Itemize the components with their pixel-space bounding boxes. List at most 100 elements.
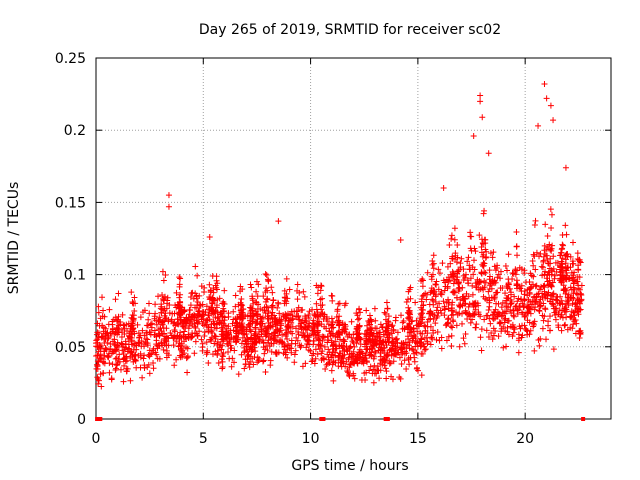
data-point: [100, 370, 107, 377]
data-point: [136, 334, 143, 341]
data-point: [558, 260, 565, 267]
data-point: [176, 334, 183, 341]
data-point: [252, 308, 259, 315]
data-point: [355, 335, 362, 342]
data-point: [113, 361, 120, 368]
data-point: [99, 294, 106, 301]
data-point: [215, 360, 222, 367]
data-point: [220, 332, 227, 339]
data-point: [293, 325, 300, 332]
data-point: [258, 328, 265, 335]
data-point: [231, 359, 238, 366]
data-point: [318, 357, 325, 364]
data-point: [478, 326, 485, 333]
data-point: [393, 335, 400, 342]
data-point: [540, 264, 547, 271]
data-point: [247, 312, 254, 319]
data-point: [310, 317, 317, 324]
data-point: [302, 313, 309, 320]
data-point: [459, 284, 466, 291]
data-point: [346, 344, 353, 351]
data-point: [441, 303, 448, 310]
data-point: [371, 305, 378, 312]
data-point: [274, 304, 281, 311]
data-point: [381, 309, 388, 316]
data-point: [161, 335, 168, 342]
y-tick-label: 0.15: [55, 195, 86, 211]
data-point: [476, 232, 483, 239]
data-point: [173, 356, 180, 363]
data-point: [211, 324, 218, 331]
data-point: [410, 350, 417, 357]
data-point: [513, 228, 520, 235]
data-point: [561, 309, 568, 316]
data-point: [120, 378, 127, 385]
data-point: [176, 274, 183, 281]
data-point: [291, 351, 298, 358]
data-point: [485, 288, 492, 295]
data-point: [120, 351, 127, 358]
zero-point: [319, 417, 324, 421]
data-point: [253, 278, 260, 285]
data-point: [328, 292, 335, 299]
data-point: [397, 236, 404, 243]
data-point: [478, 347, 485, 354]
data-point: [504, 295, 511, 302]
data-point: [171, 326, 178, 333]
data-point: [326, 349, 333, 356]
data-point: [466, 262, 473, 269]
data-point: [124, 365, 131, 372]
data-point: [232, 303, 239, 310]
data-point: [127, 377, 134, 384]
data-point: [139, 327, 146, 334]
data-point: [530, 262, 537, 269]
data-point: [132, 357, 139, 364]
data-point: [531, 221, 538, 228]
data-point: [417, 320, 424, 327]
data-point: [403, 298, 410, 305]
data-point: [412, 299, 419, 306]
data-point: [541, 242, 548, 249]
data-point: [421, 322, 428, 329]
data-point: [522, 326, 529, 332]
data-point: [314, 290, 321, 297]
data-point: [324, 333, 331, 340]
data-point: [524, 309, 531, 316]
data-point: [191, 350, 198, 357]
data-point: [559, 272, 566, 279]
data-point: [160, 346, 167, 353]
data-point: [366, 367, 373, 374]
data-point: [455, 285, 462, 292]
data-point: [564, 296, 571, 303]
data-point: [260, 340, 267, 347]
plot-frame: [95, 57, 612, 420]
data-point: [555, 310, 562, 317]
data-point: [448, 235, 455, 242]
data-point: [407, 295, 414, 302]
data-point: [388, 330, 395, 337]
data-point: [489, 254, 496, 261]
data-point: [203, 339, 210, 346]
data-point: [119, 311, 126, 318]
data-point: [276, 310, 283, 317]
data-point: [283, 298, 290, 305]
data-point: [97, 371, 104, 378]
data-point: [454, 274, 461, 281]
data-point: [486, 299, 493, 306]
data-point: [261, 350, 268, 357]
data-point: [470, 312, 477, 319]
data-point: [314, 329, 321, 336]
data-point: [254, 293, 261, 300]
data-point: [401, 350, 408, 357]
data-point: [125, 345, 132, 352]
grid-layer: [96, 58, 611, 419]
data-point: [187, 302, 194, 309]
data-point: [242, 361, 249, 368]
data-point: [577, 331, 584, 338]
data-point: [360, 354, 367, 361]
data-point: [491, 295, 498, 302]
data-point: [223, 325, 230, 332]
data-point: [560, 242, 567, 249]
data-point: [503, 343, 510, 350]
data-point: [244, 348, 251, 355]
